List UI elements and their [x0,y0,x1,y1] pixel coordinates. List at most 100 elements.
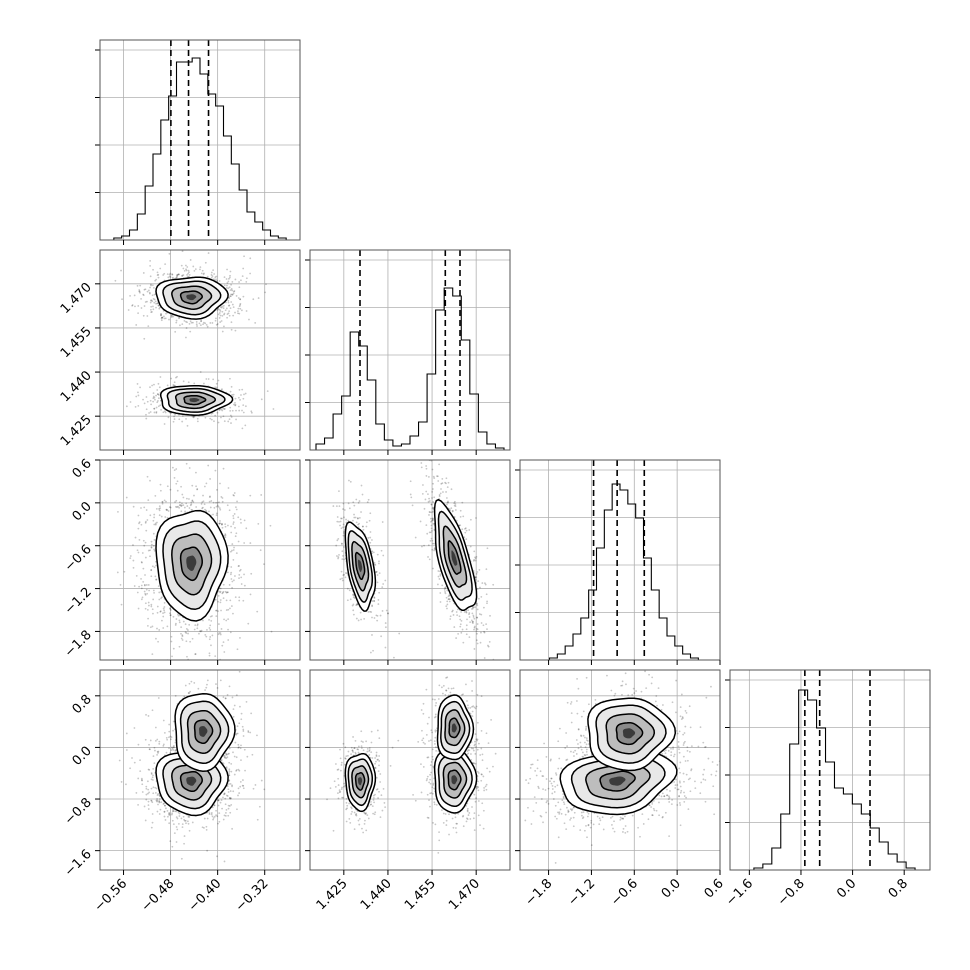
sample-point [137,777,140,780]
sample-point [240,583,243,585]
sample-point [227,804,230,807]
sample-point [213,273,216,275]
sample-point [184,510,186,513]
sample-point [335,505,338,508]
sample-point [232,790,235,793]
sample-point [145,793,148,796]
sample-point [216,504,219,507]
sample-point [216,309,219,311]
sample-point [332,505,335,507]
sample-point [431,529,433,532]
sample-point [427,476,430,478]
sample-point [140,577,142,580]
sample-point [172,745,175,747]
sample-point [178,501,181,504]
sample-point [180,817,183,820]
sample-point [215,512,218,515]
sample-point [224,523,227,526]
sample-point [431,539,434,542]
sample-point [217,379,220,382]
sample-point [157,793,160,795]
sample-point [238,286,241,289]
sample-point [352,613,355,616]
sample-point [482,624,485,627]
sample-point [235,295,238,297]
sample-point [193,382,196,385]
sample-point [167,510,170,512]
sample-point [239,298,242,301]
sample-point [200,320,203,322]
sample-point [154,523,157,526]
sample-point [164,819,167,821]
sample-point [134,536,137,539]
sample-point [439,573,442,576]
sample-point [171,273,174,276]
sample-point [421,492,424,495]
sample-point [163,606,166,608]
sample-point [215,275,218,278]
sample-point [146,608,149,611]
sample-point [445,491,447,493]
sample-point [232,393,235,396]
sample-point [161,500,164,503]
sample-point [191,415,194,418]
sample-point [439,570,441,573]
sample-point [209,322,212,324]
sample-point [234,535,237,538]
sample-point [235,506,237,509]
sample-point [151,294,154,297]
sample-point [228,509,231,512]
sample-point [185,264,187,267]
sample-point [454,503,457,505]
sample-point [220,523,223,526]
sample-point [440,482,443,485]
sample-point [145,396,148,398]
sample-point [238,305,241,308]
sample-point [205,509,208,512]
sample-point [230,321,233,324]
sample-point [196,627,199,630]
sample-point [487,644,489,647]
sample-point [441,584,444,587]
sample-point [217,595,220,597]
sample-point [185,417,187,420]
sample-point [227,304,230,307]
sample-point [175,321,178,324]
sample-point [349,480,352,483]
sample-point [353,504,356,507]
sample-point [143,805,146,808]
sample-point [440,453,442,455]
sample-point [155,411,158,414]
sample-point [158,514,161,517]
sample-point [175,675,177,677]
sample-point [141,552,144,554]
sample-point [375,614,378,617]
sample-point [155,637,157,640]
sample-point [468,616,471,618]
sample-point [438,495,441,498]
sample-point [151,284,154,287]
sample-point [473,628,475,631]
sample-point [229,811,232,814]
density-fill [189,398,200,403]
sample-point [476,608,479,611]
sample-point [465,611,468,614]
sample-point [169,612,171,615]
sample-point [169,272,172,275]
sample-point [153,539,156,541]
sample-point [231,280,234,283]
sample-point [181,275,183,277]
sample-point [447,595,450,598]
sample-point [221,526,224,529]
sample-point [217,822,219,825]
sample-point [182,504,185,507]
sample-point [223,276,226,279]
sample-point [168,813,170,816]
sample-point [237,312,239,315]
sample-point [210,412,213,415]
sample-point [464,527,467,530]
sample-point [142,539,145,542]
sample-point [152,786,155,789]
sample-point [343,509,346,511]
sample-point [142,580,145,583]
